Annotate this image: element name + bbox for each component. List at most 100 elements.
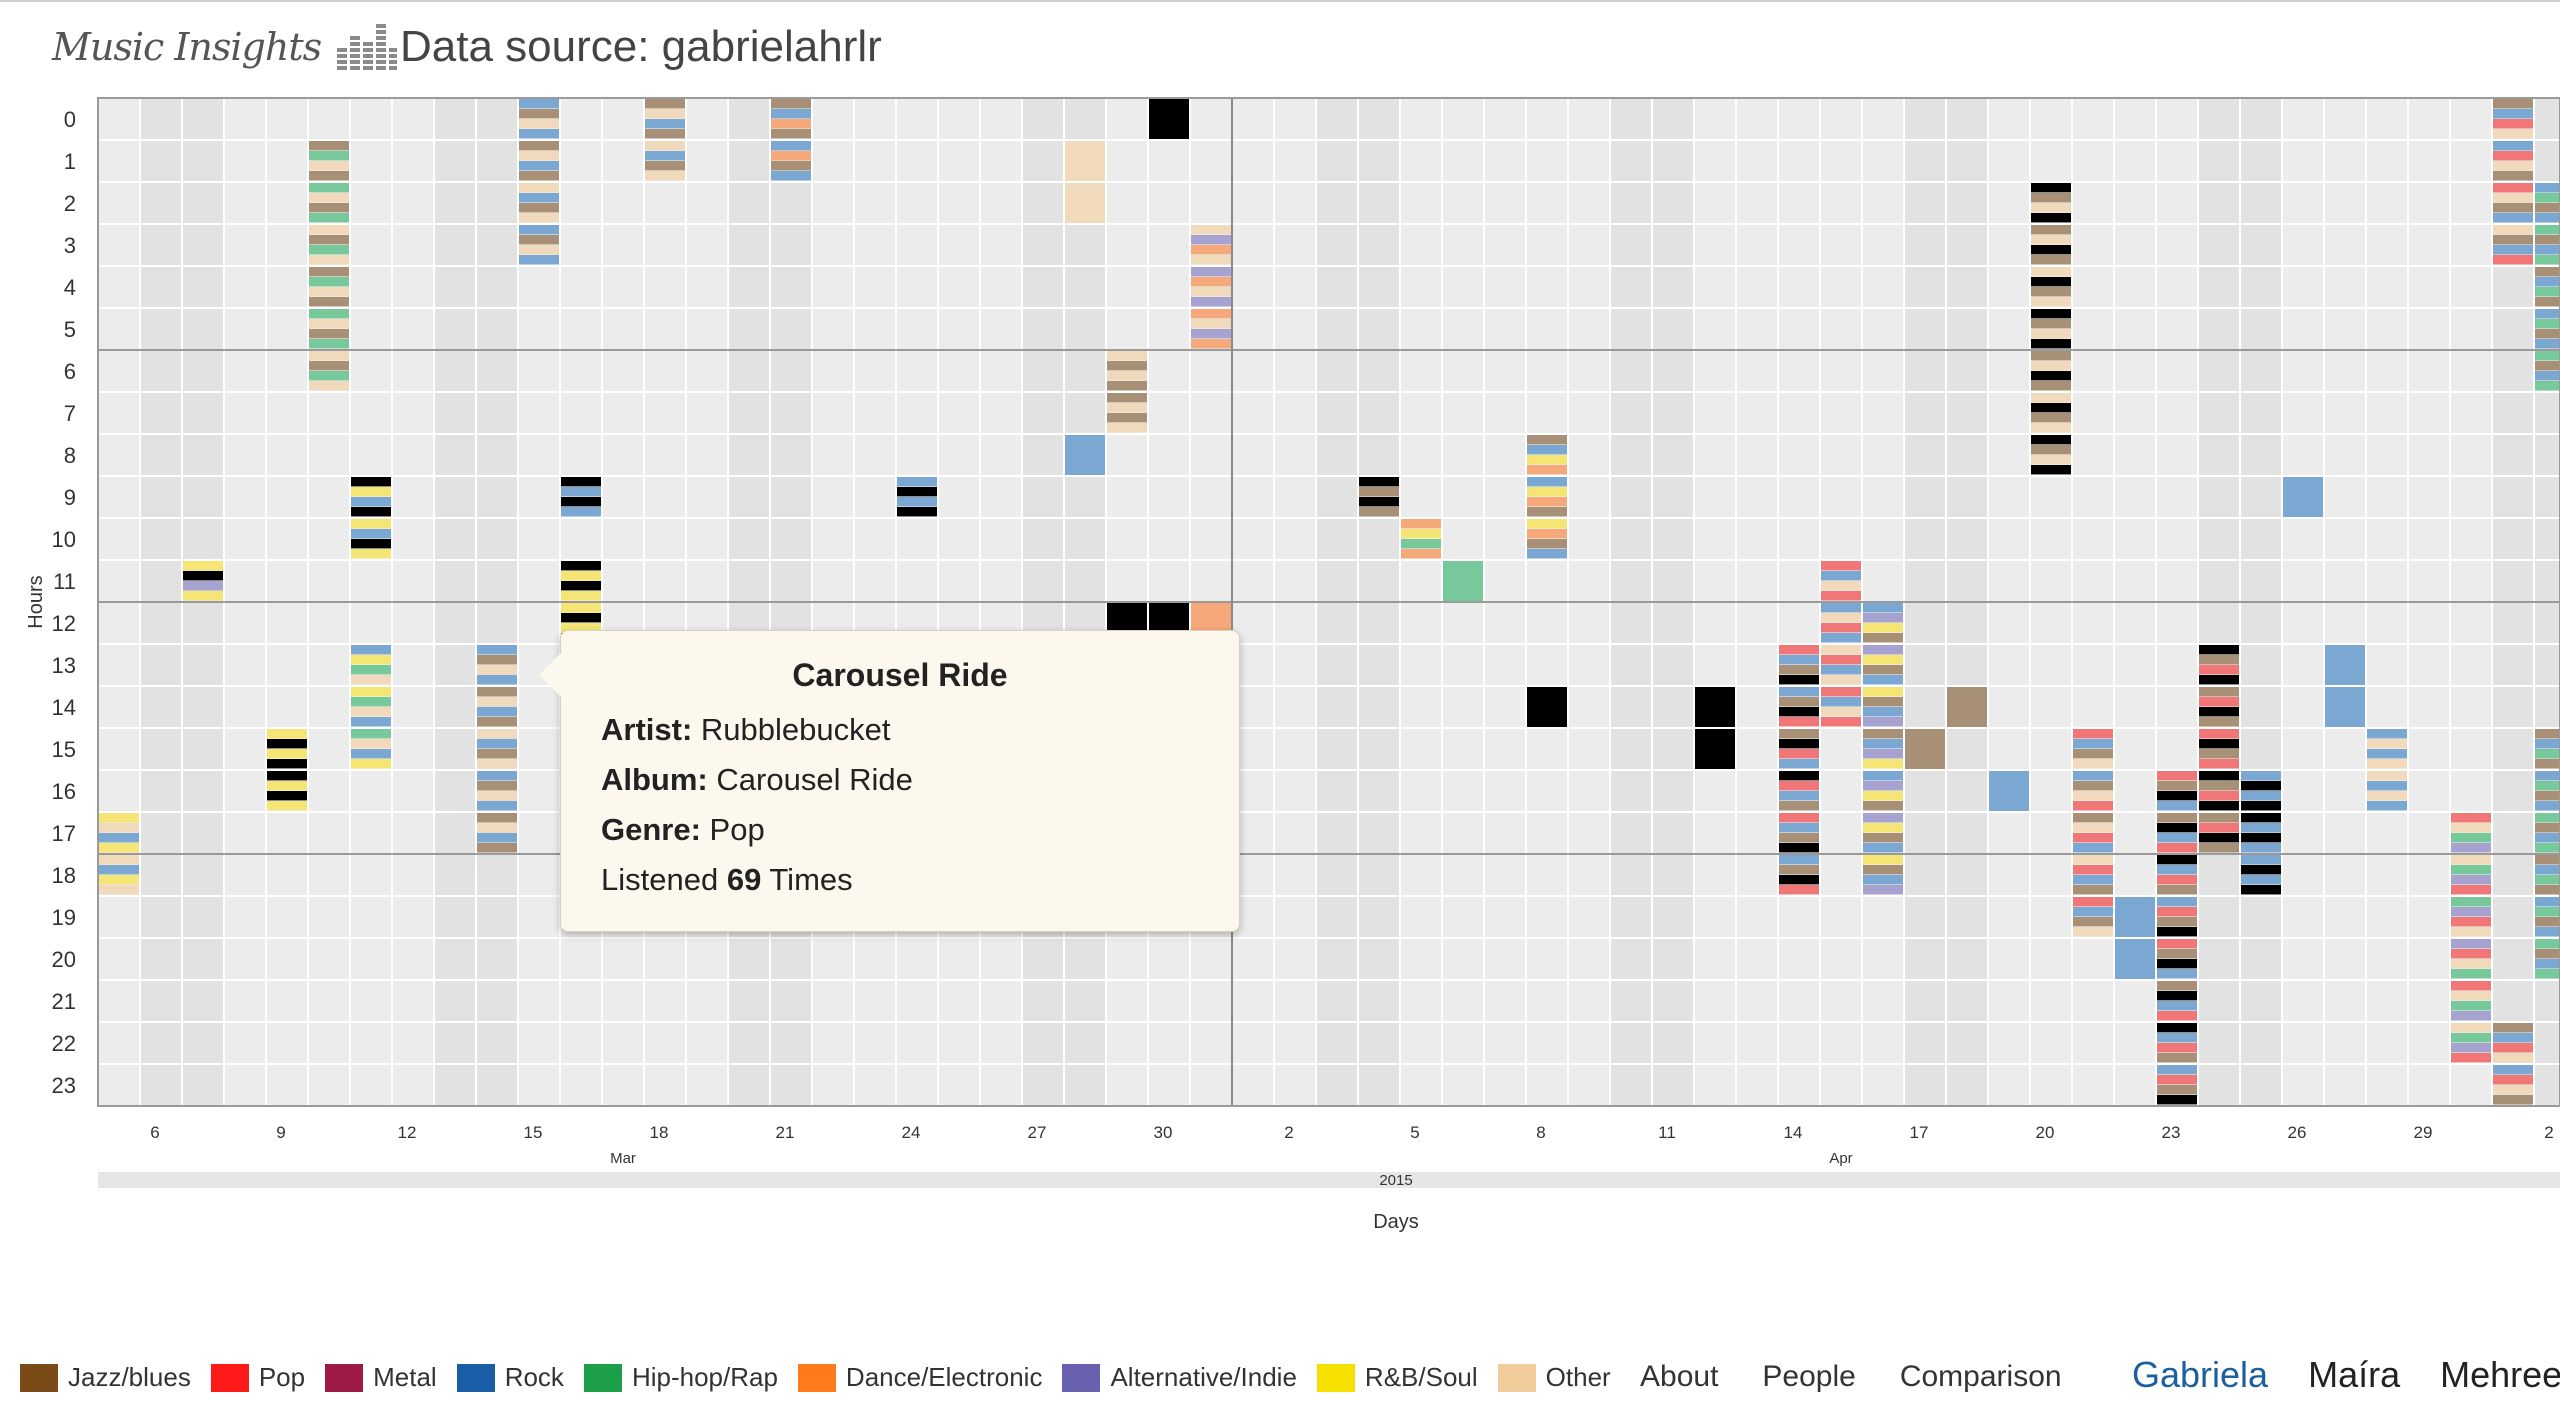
listening-stripe (2493, 183, 2533, 193)
legend-label: Other (1545, 1362, 1611, 1392)
heatmap-cell (2409, 225, 2449, 265)
heatmap-cell (2283, 729, 2323, 769)
day-tick-label: 20 (2036, 1123, 2055, 1142)
legend-item[interactable]: Alternative/Indie (1062, 1362, 1297, 1393)
heatmap-cell (99, 183, 139, 223)
listening-stripe (897, 507, 937, 517)
heatmap-cell (1863, 519, 1903, 559)
user-link[interactable]: Gabriela (2132, 1354, 2269, 1395)
heatmap-cell (183, 603, 223, 643)
heatmap-cell (2325, 603, 2365, 643)
heatmap-cell (1737, 393, 1777, 433)
nav-about-link[interactable]: About (1640, 1360, 1719, 1393)
heatmap-cell (1317, 939, 1357, 979)
heatmap-cell (2031, 603, 2071, 643)
heatmap-cell (225, 519, 265, 559)
heatmap-cell (351, 435, 391, 475)
nav-comparison-link[interactable]: Comparison (1899, 1360, 2062, 1393)
user-link[interactable]: Maíra (2308, 1354, 2401, 1395)
heatmap-cell (1527, 603, 1567, 643)
listening-stripe (2199, 791, 2239, 801)
legend-item[interactable]: R&B/Soul (1316, 1362, 1478, 1393)
heatmap-cell (351, 141, 391, 181)
heatmap-cell (813, 393, 853, 433)
heatmap-cell (1737, 729, 1777, 769)
heatmap-cell (2451, 603, 2491, 643)
heatmap-cell (981, 141, 1021, 181)
legend-item[interactable]: Jazz/blues (20, 1362, 191, 1393)
listening-stripe (2493, 255, 2533, 265)
listening-stripe (477, 813, 517, 823)
heatmap-cell (141, 351, 181, 391)
listening-stripe (2493, 193, 2533, 203)
heatmap-cell (2199, 855, 2239, 895)
heatmap-cell (141, 1065, 181, 1105)
listening-stripe (1191, 277, 1231, 287)
heatmap-cell (729, 1065, 769, 1105)
listening-stripe (2157, 771, 2197, 781)
heatmap-cell (1737, 897, 1777, 937)
heatmap-cell (603, 183, 643, 223)
listening-stripe (1821, 613, 1861, 623)
legend-item[interactable]: Metal (325, 1362, 437, 1393)
listening-stripe (2157, 991, 2197, 1001)
heatmap-cell (2157, 393, 2197, 433)
heatmap-cell (1947, 309, 1987, 349)
heatmap-cell (1569, 141, 1609, 181)
heatmap-cell (1359, 897, 1399, 937)
listening-stripe (519, 119, 559, 129)
heatmap-cell (1653, 687, 1693, 727)
legend-item[interactable]: Pop (210, 1362, 305, 1393)
listening-stripe (561, 623, 601, 633)
legend-item[interactable]: Other (1497, 1362, 1611, 1393)
heatmap-cell (99, 561, 139, 601)
heatmap-cell (1485, 981, 1525, 1021)
heatmap-cell (351, 99, 391, 139)
heatmap-cell (2409, 687, 2449, 727)
listening-stripe (771, 109, 811, 119)
hour-tick-label: 14 (52, 695, 76, 720)
heatmap-cell (2157, 519, 2197, 559)
heatmap-cell (2115, 1023, 2155, 1063)
heatmap-cell (603, 1023, 643, 1063)
heatmap-cell (2115, 519, 2155, 559)
heatmap-cell (1359, 771, 1399, 811)
heatmap-cell (1947, 897, 1987, 937)
heatmap-cell (1359, 435, 1399, 475)
heatmap-cell (1401, 813, 1441, 853)
heatmap-cell (1737, 267, 1777, 307)
heatmap-cell (1989, 225, 2029, 265)
legend-item[interactable]: Rock (456, 1362, 564, 1393)
heatmap-cell (2451, 225, 2491, 265)
tooltip-album-label: Album: (601, 762, 708, 797)
heatmap-cell (2031, 687, 2071, 727)
listening-stripe (1779, 707, 1819, 717)
nav-people-link[interactable]: People (1762, 1360, 1856, 1393)
legend-item[interactable]: Dance/Electronic (797, 1362, 1042, 1393)
heatmap-cell (2115, 813, 2155, 853)
heatmap-cell (1023, 309, 1063, 349)
heatmap-cell (1653, 141, 1693, 181)
heatmap-cell (2031, 981, 2071, 1021)
listening-block (1905, 729, 1945, 769)
listening-stripe (309, 255, 349, 265)
heatmap-cell (2157, 141, 2197, 181)
user-link[interactable]: Mehreen (2440, 1354, 2560, 1395)
hour-tick-label: 10 (52, 527, 76, 552)
heatmap-cell (1443, 939, 1483, 979)
heatmap-cell (1317, 267, 1357, 307)
day-tick-label: 2 (2544, 1123, 2553, 1142)
heatmap-cell (2115, 99, 2155, 139)
heatmap-cell (2325, 141, 2365, 181)
heatmap-cell (2367, 519, 2407, 559)
legend-item[interactable]: Hip-hop/Rap (583, 1362, 778, 1393)
heatmap-cell (1485, 435, 1525, 475)
tooltip-title: Carousel Ride (792, 657, 1008, 693)
listening-stripe (1863, 801, 1903, 811)
logo[interactable]: Music Insights (52, 18, 399, 76)
listening-stripe (2535, 885, 2560, 895)
heatmap-cell (183, 687, 223, 727)
heatmap-cell (2241, 1065, 2281, 1105)
heatmap-cell (393, 939, 433, 979)
heatmap-cell (183, 393, 223, 433)
